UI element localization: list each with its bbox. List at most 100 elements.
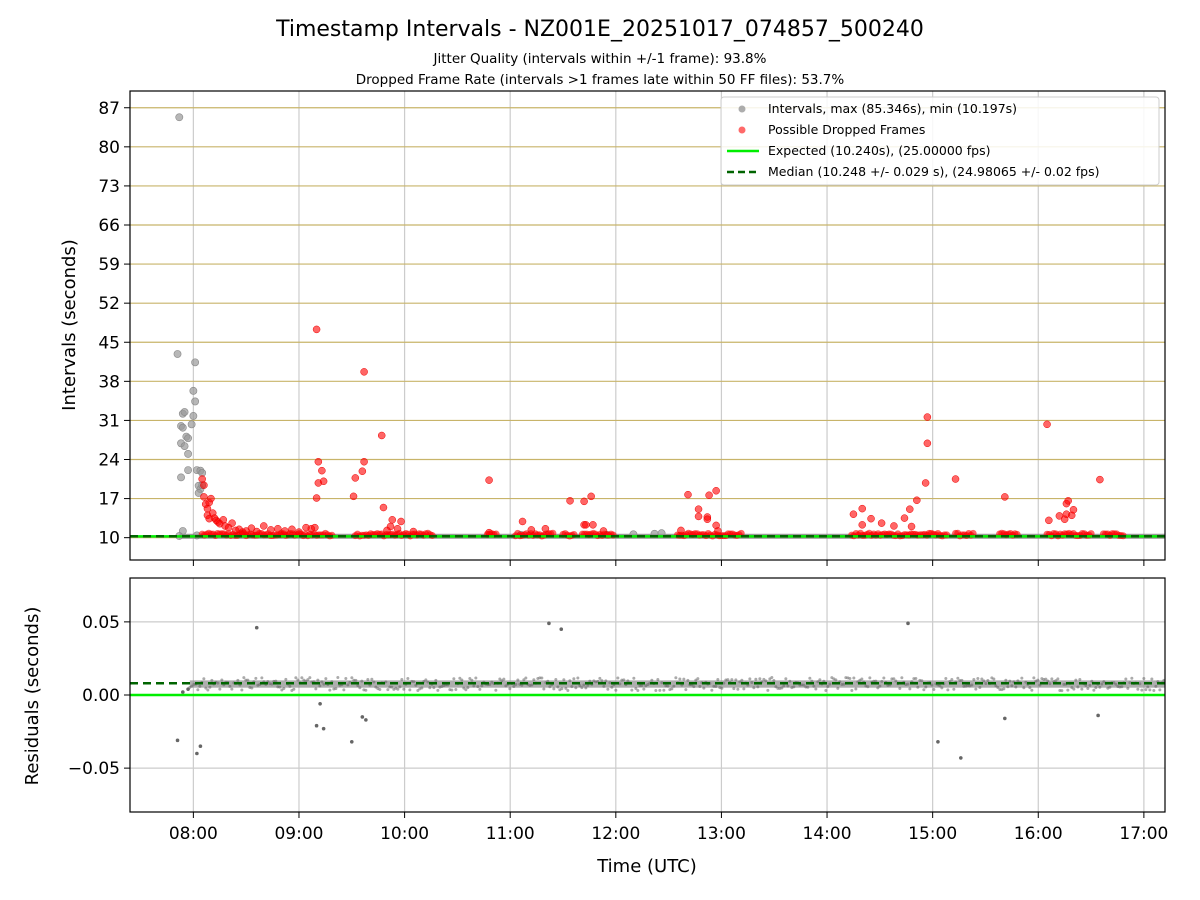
residual-point — [1006, 685, 1010, 689]
residual-point — [692, 685, 696, 689]
residual-point-11 — [364, 718, 368, 722]
residual-point — [766, 688, 770, 692]
residual-point — [314, 687, 318, 691]
residual-point-3 — [181, 690, 185, 694]
residual-point — [198, 684, 202, 688]
residual-point — [842, 682, 846, 686]
residual-point — [578, 684, 582, 688]
residual-point — [580, 686, 584, 690]
dropped-point-25 — [267, 526, 275, 534]
residual-point — [730, 678, 734, 682]
residual-point — [882, 676, 886, 680]
residual-point — [202, 677, 206, 681]
residual-point — [210, 678, 214, 682]
residual-point — [1114, 682, 1118, 686]
residual-point — [736, 687, 740, 691]
residual-point — [812, 684, 816, 688]
y-tick-label-59: 59 — [98, 255, 120, 275]
residual-point — [432, 686, 436, 690]
residual-point — [288, 684, 292, 688]
residual-point — [662, 688, 666, 692]
residual-point — [1054, 679, 1058, 683]
residual-point — [898, 686, 902, 690]
interval-point-16 — [189, 386, 198, 395]
dropped-point-63 — [599, 527, 608, 535]
residual-point — [758, 677, 762, 681]
dropped-point-74 — [849, 510, 858, 518]
residual-point — [1030, 688, 1034, 692]
residual-point — [1146, 685, 1150, 689]
residual-point-13 — [559, 627, 564, 631]
residual-point — [660, 681, 664, 685]
dropped-point-44 — [377, 431, 386, 440]
residual-point — [236, 678, 240, 682]
residual-point — [342, 688, 346, 692]
residual-point — [454, 688, 458, 692]
residual-point — [284, 677, 288, 681]
residual-point — [1150, 677, 1154, 681]
dropped-point-36 — [318, 466, 326, 475]
residual-point — [218, 687, 222, 691]
residual-point — [786, 684, 790, 688]
chart-title: Timestamp Intervals - NZ001E_20251017_07… — [275, 17, 924, 42]
residual-point — [574, 686, 578, 690]
residual-point — [822, 679, 826, 683]
residual-point — [530, 683, 534, 687]
legend-box — [720, 96, 1160, 186]
residual-point — [472, 684, 476, 688]
residual-point — [1014, 685, 1018, 689]
residual-point — [702, 686, 706, 690]
residual-point — [204, 686, 208, 690]
residual-point — [866, 685, 870, 689]
residual-point — [932, 687, 936, 691]
y-tick-label-38: 38 — [98, 372, 120, 392]
residual-point — [1148, 688, 1152, 692]
residual-point — [1010, 684, 1014, 688]
residual-point — [1144, 688, 1148, 692]
residual-point — [230, 687, 234, 691]
residual-point — [334, 687, 338, 691]
residual-point — [322, 682, 326, 686]
residual-point — [850, 688, 854, 692]
residual-point — [614, 688, 618, 692]
residual-point — [424, 678, 428, 682]
x-tick-label-08:00: 08:00 — [169, 824, 218, 844]
dropped-point-57 — [566, 497, 574, 505]
dropped-point-56 — [541, 524, 550, 533]
residual-point — [190, 684, 194, 688]
x-tick-label-15:00: 15:00 — [908, 824, 957, 844]
dropped-point-82 — [907, 522, 916, 531]
residual-point — [220, 678, 224, 682]
residual-point — [788, 679, 792, 683]
residual-point — [650, 678, 654, 682]
residual-point — [242, 676, 246, 680]
residual-point — [282, 686, 286, 690]
residual-point — [980, 677, 984, 681]
dropped-point-33 — [312, 494, 321, 502]
residual-point — [466, 686, 470, 690]
residual-point — [560, 687, 564, 691]
dropped-point-64 — [677, 526, 685, 535]
residual-point — [476, 685, 480, 689]
residual-point — [1008, 679, 1012, 683]
residual-point — [726, 678, 730, 682]
residual-point — [1060, 689, 1064, 693]
legend-marker-dropped — [738, 126, 746, 134]
residual-point — [880, 679, 884, 683]
residual-point — [206, 688, 210, 692]
dropped-point-32 — [311, 523, 319, 532]
residual-point — [412, 680, 416, 684]
residual-point — [1074, 678, 1078, 682]
x-tick-label-12:00: 12:00 — [591, 824, 640, 844]
residual-point — [852, 676, 856, 680]
residual-point — [1086, 686, 1090, 690]
residual-point — [738, 680, 742, 684]
residual-point — [868, 676, 872, 680]
residual-point — [554, 678, 558, 682]
residual-point — [1050, 677, 1054, 681]
legend-label-expected: Expected (10.240s), (25.00000 fps) — [768, 143, 990, 158]
residual-point — [810, 679, 814, 683]
dropped-point-98 — [1096, 475, 1104, 484]
chart-subtitle-jitter: Jitter Quality (intervals within +/-1 fr… — [433, 51, 767, 67]
